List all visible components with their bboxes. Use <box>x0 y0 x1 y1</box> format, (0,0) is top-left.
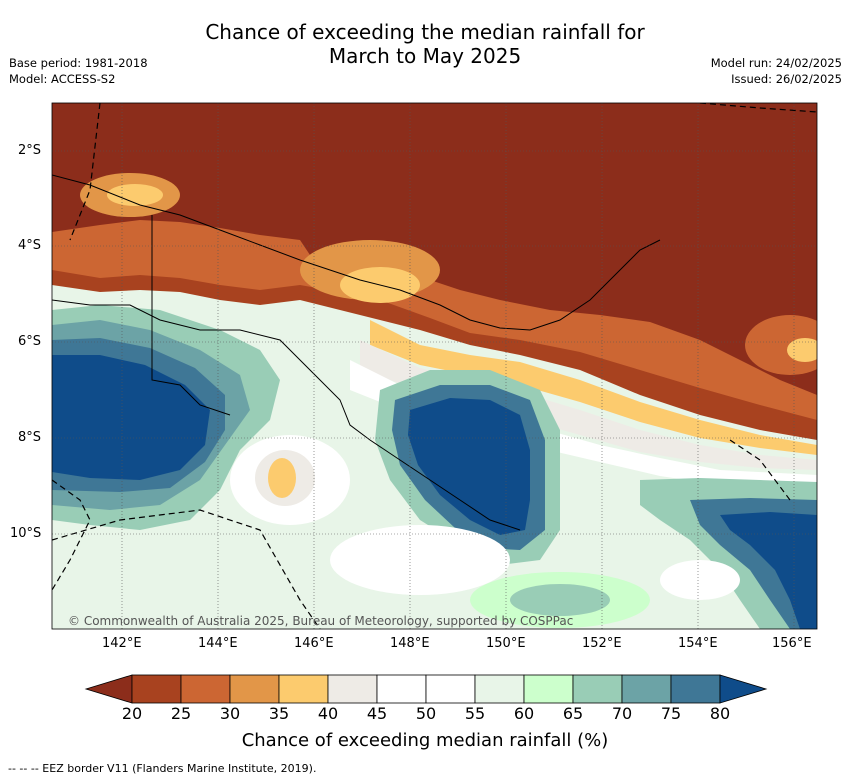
rainfall-field <box>52 103 817 629</box>
lat-label-4s: 4°S <box>18 238 42 253</box>
colorbar-swatch-55 <box>474 674 525 704</box>
model-name: Model: ACCESS-S2 <box>9 72 116 86</box>
colorbar-swatch-35 <box>278 674 329 704</box>
band-85-se <box>720 512 817 629</box>
colorbar-swatch-45 <box>376 674 427 704</box>
colorbar-swatch-30 <box>229 674 280 704</box>
colorbar-swatch-20 <box>131 674 182 704</box>
colorbar-tick-65: 65 <box>562 704 584 723</box>
colorbar-swatch-40 <box>327 674 378 704</box>
colorbar-tick-70: 70 <box>611 704 633 723</box>
colorbar-tick-45: 45 <box>366 704 388 723</box>
patch-50-lower <box>330 525 510 595</box>
patch-40-south <box>268 458 296 498</box>
colorbar-tick-20: 20 <box>121 704 143 723</box>
colorbar-tick-60: 60 <box>513 704 535 723</box>
lon-label-154e: 154°E <box>678 636 718 651</box>
lon-label-148e: 148°E <box>390 636 430 651</box>
colorbar-swatch-70 <box>621 674 672 704</box>
colorbar-tick-25: 25 <box>170 704 192 723</box>
band-20 <box>52 103 817 395</box>
colorbar <box>84 674 768 704</box>
lon-label-150e: 150°E <box>486 636 526 651</box>
gridlines <box>52 103 817 629</box>
band-85-central <box>408 398 530 535</box>
patch-40-ne <box>787 338 817 362</box>
colorbar-swatch-50 <box>425 674 476 704</box>
map-frame <box>51 102 818 630</box>
coastline <box>52 174 661 531</box>
lon-label-152e: 152°E <box>582 636 622 651</box>
patch-55-se-small <box>660 560 740 600</box>
colorbar-low-extension <box>84 674 133 704</box>
eez-border-2 <box>52 479 91 591</box>
lon-label-142e: 142°E <box>102 636 142 651</box>
colorbar-swatch-75 <box>670 674 721 704</box>
lon-label-156e: 156°E <box>772 636 812 651</box>
colorbar-tick-55: 55 <box>464 704 486 723</box>
lon-label-146e: 146°E <box>294 636 334 651</box>
eez-border <box>52 103 817 629</box>
lon-label-144e: 144°E <box>198 636 238 651</box>
base-period: Base period: 1981-2018 <box>9 56 148 70</box>
issued-date: Issued: 26/02/2025 <box>731 72 842 86</box>
lat-label-10s: 10°S <box>10 526 42 541</box>
band-40 <box>370 320 817 455</box>
band-50 <box>350 360 817 488</box>
patch-70-lower <box>510 584 610 616</box>
colorbar-tick-40: 40 <box>317 704 339 723</box>
band-85-west <box>52 355 210 480</box>
border-line <box>151 215 231 416</box>
colorbar-tick-50: 50 <box>415 704 437 723</box>
map-credit: © Commonwealth of Australia 2025, Bureau… <box>68 614 574 628</box>
lat-label-6s: 6°S <box>18 334 42 349</box>
eez-footnote: -- -- -- EEZ border V11 (Flanders Marine… <box>8 762 317 775</box>
colorbar-swatch-65 <box>572 674 623 704</box>
title-line-2: March to May 2025 <box>328 44 522 68</box>
lat-label-8s: 8°S <box>18 430 42 445</box>
colorbar-title: Chance of exceeding median rainfall (%) <box>241 730 609 751</box>
colorbar-high-extension <box>719 674 768 704</box>
colorbar-swatch-60 <box>523 674 574 704</box>
title-line-1: Chance of exceeding the median rainfall … <box>205 20 645 44</box>
model-run: Model run: 24/02/2025 <box>710 56 842 70</box>
colorbar-tick-35: 35 <box>268 704 290 723</box>
colorbar-swatch-25 <box>180 674 231 704</box>
lat-label-2s: 2°S <box>18 143 42 158</box>
patch-40-north <box>107 184 163 206</box>
colorbar-tick-75: 75 <box>660 704 682 723</box>
colorbar-tick-30: 30 <box>219 704 241 723</box>
band-45 <box>360 340 817 470</box>
colorbar-tick-80: 80 <box>709 704 731 723</box>
